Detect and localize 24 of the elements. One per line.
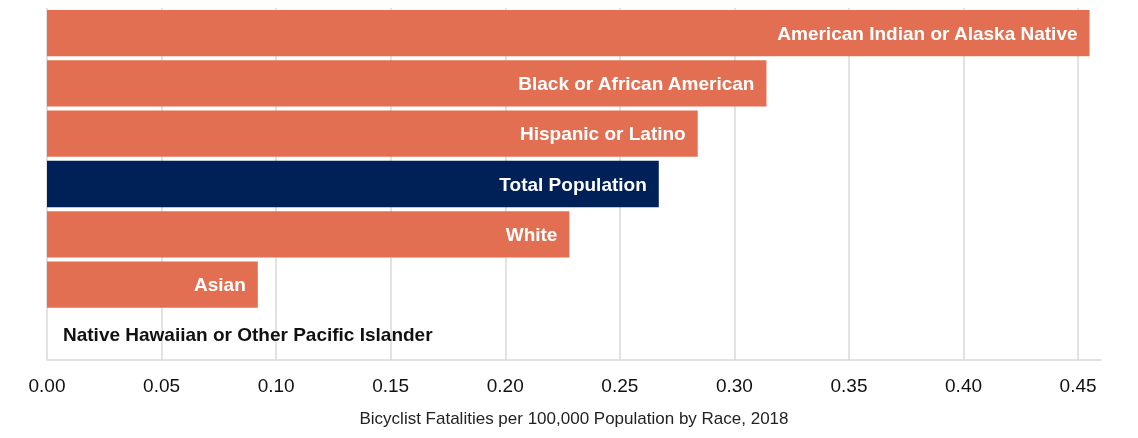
x-tick-label: 0.25 [601, 375, 639, 396]
y-tick-label: Hispanic or Latino [519, 123, 686, 145]
x-axis-title: Bicyclist Fatalities per 100,000 Population by Race, 2018 [359, 409, 789, 428]
bar [47, 60, 767, 107]
y-tick-label: White [505, 223, 558, 245]
x-tick-label: 0.05 [143, 375, 181, 396]
x-tick-label: 0.40 [945, 375, 983, 396]
x-tick-label: 0.00 [28, 375, 66, 396]
x-tick-label: 0.15 [372, 375, 410, 396]
x-tick-label: 0.10 [257, 375, 295, 396]
bar [47, 110, 698, 157]
bar [47, 160, 659, 208]
x-tick-label: 0.20 [486, 375, 524, 396]
y-tick-label: Native Hawaiian or Other Pacific Islander [63, 324, 434, 346]
bar [47, 10, 1090, 57]
x-tick-label: 0.45 [1059, 375, 1097, 396]
y-tick-label: Black or African American [518, 72, 755, 94]
bar [47, 261, 258, 308]
y-tick-label: American Indian or Alaska Native [777, 22, 1078, 44]
bar [47, 211, 570, 258]
x-tick-label: 0.30 [715, 375, 753, 396]
y-tick-label: Total Population [499, 173, 647, 195]
x-tick-label: 0.35 [830, 375, 868, 396]
y-tick-label: Asian [194, 274, 246, 296]
